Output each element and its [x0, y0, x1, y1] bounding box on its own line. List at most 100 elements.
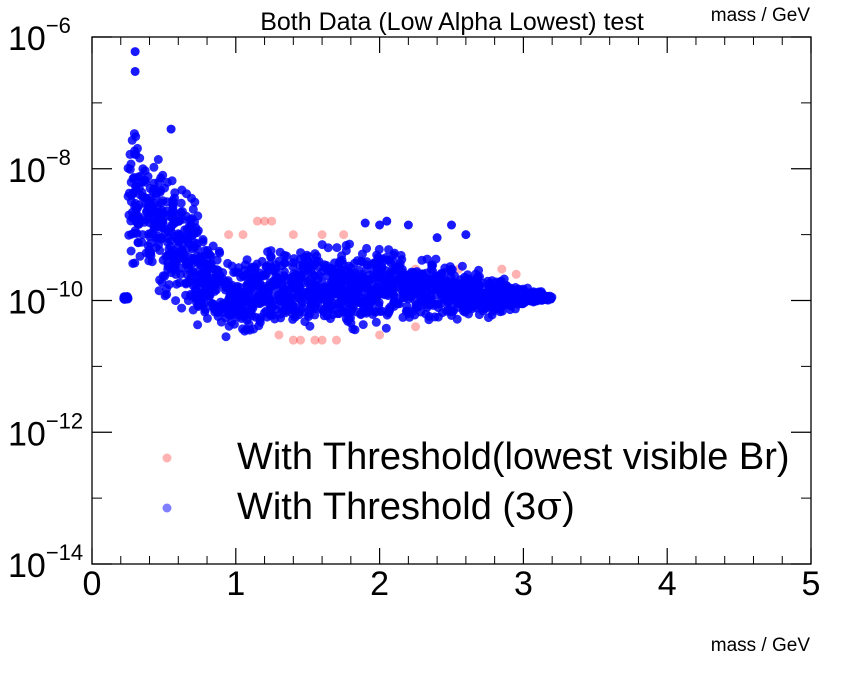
data-point-blue: [332, 243, 342, 253]
data-point-blue: [390, 298, 400, 308]
data-point-blue: [438, 308, 447, 318]
data-point-blue: [131, 181, 141, 191]
data-point-blue: [330, 299, 340, 309]
y-tick-label: 10−8: [8, 145, 71, 190]
legend: With Threshold(lowest visible Br) With Th…: [162, 436, 790, 528]
x-axis-label: mass / GeV: [711, 635, 811, 656]
data-point-blue: [244, 272, 254, 282]
data-point-blue: [170, 258, 180, 268]
data-point-blue: [154, 286, 164, 296]
data-point-blue: [374, 244, 384, 254]
data-point-blue: [396, 250, 406, 260]
data-point-blue: [176, 198, 186, 208]
data-point-blue: [182, 189, 191, 199]
data-point-blue: [206, 280, 216, 290]
data-point-blue: [306, 264, 316, 274]
data-point-blue: [490, 301, 500, 311]
data-point-blue: [175, 278, 185, 288]
data-point-blue: [271, 263, 281, 273]
data-point-blue: [360, 218, 370, 228]
data-point-blue: [171, 233, 181, 243]
data-point-red: [411, 322, 421, 332]
data-point-blue: [405, 274, 415, 284]
data-point-blue: [297, 270, 307, 280]
data-point-blue: [387, 288, 397, 298]
data-point-blue: [462, 283, 472, 292]
data-point-blue: [529, 289, 539, 299]
data-point-blue: [289, 254, 299, 264]
data-point-blue: [394, 262, 404, 272]
data-point-blue: [127, 207, 137, 217]
data-point-blue: [500, 298, 510, 308]
data-point-blue: [130, 47, 140, 57]
data-point-blue: [139, 192, 149, 202]
data-point-red: [375, 330, 385, 340]
data-point-red: [274, 330, 284, 340]
data-point-blue: [233, 268, 243, 277]
data-point-blue: [344, 309, 353, 319]
data-point-blue: [310, 310, 320, 320]
data-point-blue: [474, 310, 484, 320]
data-point-blue: [123, 163, 133, 173]
data-point-blue: [289, 306, 299, 316]
data-point-blue: [325, 314, 335, 324]
data-point-blue: [357, 249, 367, 259]
data-point-blue: [274, 256, 284, 266]
chart-title: Both Data (Low Alpha Lowest) test: [260, 8, 644, 36]
data-point-blue: [365, 297, 375, 307]
data-point-blue: [381, 255, 391, 265]
data-point-blue: [417, 296, 427, 306]
x-tick-label: 4: [658, 565, 677, 603]
data-point-blue: [300, 291, 310, 301]
data-point-red: [310, 335, 320, 345]
data-point-blue: [417, 255, 427, 265]
data-point-blue: [432, 233, 442, 243]
data-point-blue: [220, 285, 230, 295]
data-point-blue: [401, 281, 411, 291]
data-point-blue: [193, 320, 203, 330]
data-point-red: [260, 216, 270, 226]
legend-label-red: With Threshold(lowest visible Br): [237, 436, 790, 478]
data-point-blue: [424, 312, 434, 321]
data-point-blue: [143, 241, 153, 251]
data-point-blue: [214, 303, 224, 313]
data-point-blue: [457, 261, 467, 271]
data-point-blue: [382, 278, 392, 288]
data-point-red: [331, 335, 341, 345]
data-point-blue: [295, 281, 305, 291]
corner-axis-label: mass / GeV: [711, 5, 811, 26]
data-point-blue: [484, 313, 493, 323]
data-point-red: [252, 216, 262, 226]
data-point-red: [288, 230, 298, 240]
data-point-blue: [154, 177, 164, 187]
data-point-blue: [193, 302, 203, 311]
data-point-blue: [365, 275, 375, 284]
data-point-blue: [381, 323, 391, 333]
data-point-blue: [456, 275, 466, 285]
data-point-blue: [269, 279, 279, 289]
data-point-blue: [167, 176, 177, 186]
data-point-blue: [233, 310, 243, 320]
x-axis: 0 1 2 3 4 5: [83, 37, 820, 603]
data-point-blue: [158, 170, 168, 180]
data-point-blue: [131, 132, 141, 142]
data-point-blue: [191, 223, 201, 233]
data-point-blue: [327, 279, 337, 289]
data-point-blue: [427, 284, 437, 294]
data-point-blue: [133, 238, 143, 248]
data-point-red: [296, 335, 306, 345]
data-point-blue: [275, 294, 285, 303]
data-point-blue: [125, 149, 135, 159]
data-point-blue: [126, 246, 136, 256]
data-point-blue: [181, 260, 191, 270]
data-point-blue: [497, 288, 507, 298]
data-point-blue: [215, 248, 225, 258]
data-point-blue: [188, 204, 198, 214]
data-point-blue: [448, 306, 457, 316]
data-point-blue: [203, 265, 213, 275]
data-point-blue: [412, 267, 422, 277]
data-point-blue: [474, 265, 484, 275]
data-point-blue: [426, 293, 436, 303]
data-point-blue: [139, 217, 149, 227]
data-point-blue: [280, 267, 289, 277]
